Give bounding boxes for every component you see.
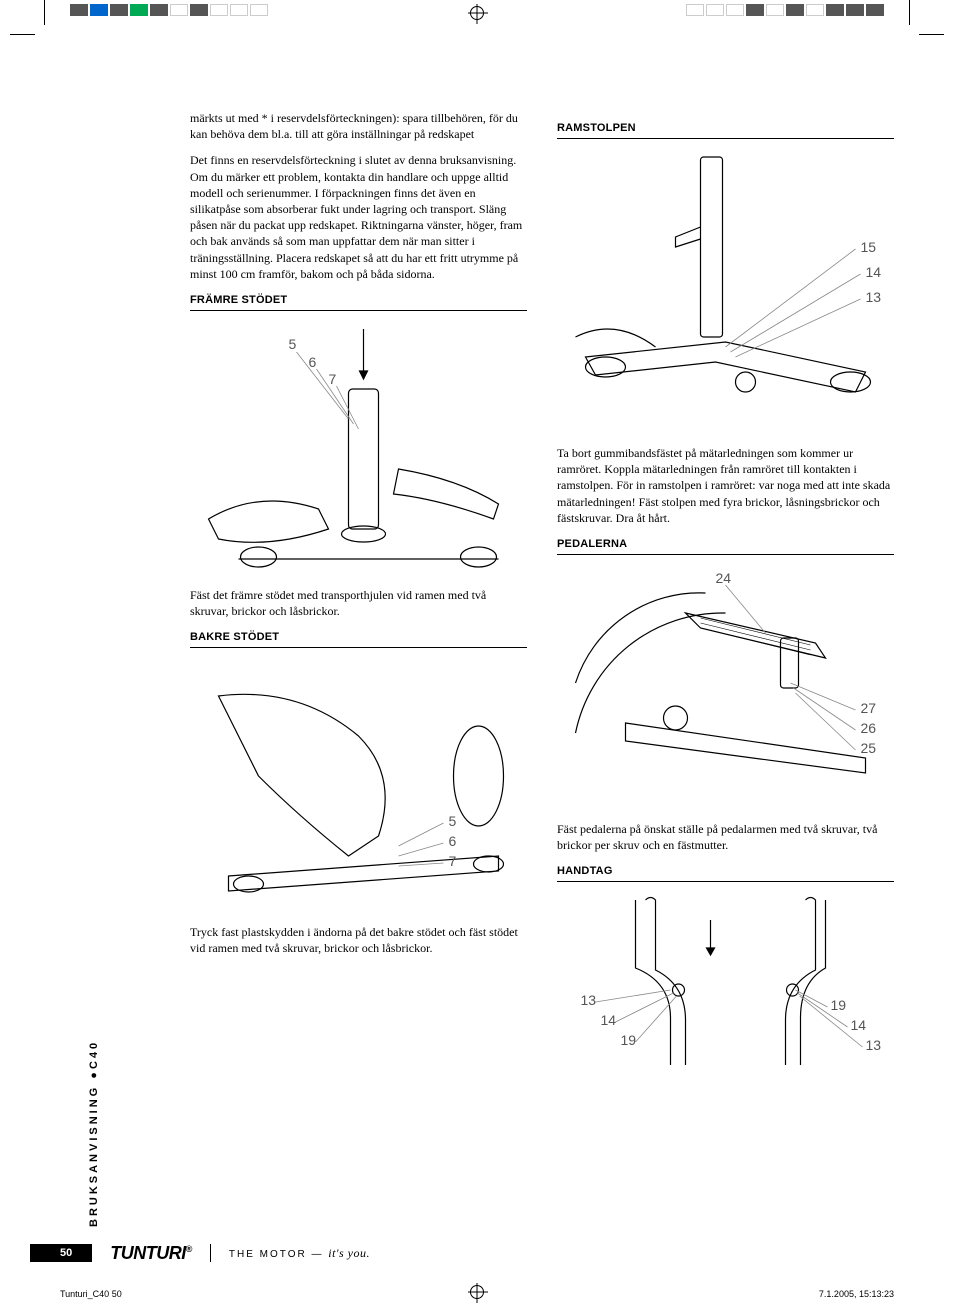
registration-mark-bottom [470, 1285, 484, 1299]
callout-25: 25 [861, 740, 877, 756]
section-title-pedalerna: PEDALERNA [557, 538, 894, 555]
tagline-em: it's you. [328, 1246, 370, 1260]
figure-bakre-stodet: 5 6 7 [190, 656, 527, 916]
section-title-framre: FRÄMRE STÖDET [190, 294, 527, 311]
footer-divider [210, 1244, 211, 1262]
figure-framre-stodet: 5 6 7 [190, 319, 527, 579]
timestamp: 7.1.2005, 15:13:23 [819, 1289, 894, 1299]
columns: märkts ut med * i reservdelsförteckninge… [190, 110, 894, 1227]
callout-r13: 13 [866, 1037, 882, 1053]
figure-pedalerna: 24 27 26 25 [557, 563, 894, 813]
callout-5b: 5 [449, 813, 457, 829]
page-number: 50 [30, 1244, 92, 1262]
callout-24: 24 [716, 570, 732, 586]
section-title-handtag: HANDTAG [557, 865, 894, 882]
callout-14: 14 [866, 264, 882, 280]
colorbar-left [70, 4, 268, 16]
caption-ramstolpen: Ta bort gummibandsfästet på mätarledning… [557, 445, 894, 526]
vertical-model: C40 [88, 1040, 100, 1069]
callout-26: 26 [861, 720, 877, 736]
callout-15: 15 [861, 239, 877, 255]
callout-27: 27 [861, 700, 877, 716]
colorbar-right [686, 4, 884, 16]
caption-pedalerna: Fäst pedalerna på önskat ställe på pedal… [557, 821, 894, 853]
figure-handtag: 13 14 19 19 14 13 [557, 890, 894, 1070]
caption-bakre: Tryck fast plastskydden i ändorna på det… [190, 924, 527, 956]
footer: 50 TUNTURI® THE MOTOR — it's you. [60, 1239, 894, 1267]
intro-para-1: märkts ut med * i reservdelsförteckninge… [190, 110, 527, 142]
callout-7: 7 [329, 371, 337, 387]
section-title-ramstolpen: RAMSTOLPEN [557, 122, 894, 139]
intro-para-2: Det finns en reservdelsförteckning i slu… [190, 152, 527, 282]
right-column: RAMSTOLPEN 15 14 13 [557, 110, 894, 1227]
file-ref: Tunturi_C40 50 [60, 1289, 122, 1299]
sidebar: BRUKSANVISNING ● C40 [60, 110, 160, 1227]
callout-5: 5 [289, 336, 297, 352]
callout-l13: 13 [581, 992, 597, 1008]
callout-7b: 7 [449, 853, 457, 869]
registration-mark-top [470, 6, 484, 20]
callout-6: 6 [309, 354, 317, 370]
tagline: THE MOTOR — it's you. [229, 1246, 370, 1261]
section-title-bakre: BAKRE STÖDET [190, 631, 527, 648]
tagline-caps: THE MOTOR — [229, 1249, 324, 1260]
page-content: BRUKSANVISNING ● C40 märkts ut med * i r… [60, 110, 894, 1227]
callout-r14: 14 [851, 1017, 867, 1033]
callout-13: 13 [866, 289, 882, 305]
figure-ramstolpen: 15 14 13 [557, 147, 894, 437]
vertical-label-text: BRUKSANVISNING [88, 1085, 100, 1227]
brand-logo: TUNTURI® [110, 1243, 192, 1264]
left-column: märkts ut med * i reservdelsförteckninge… [190, 110, 527, 1227]
caption-framre: Fäst det främre stödet med transporthjul… [190, 587, 527, 619]
print-marks [0, 0, 954, 20]
callout-6b: 6 [449, 833, 457, 849]
callout-l19: 19 [621, 1032, 637, 1048]
vertical-label: BRUKSANVISNING ● C40 [88, 1040, 100, 1227]
callout-r19: 19 [831, 997, 847, 1013]
callout-l14: 14 [601, 1012, 617, 1028]
